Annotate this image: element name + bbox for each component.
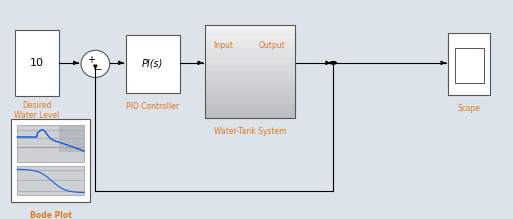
Text: 10: 10 — [30, 58, 44, 68]
Bar — [205, 25, 295, 118]
Bar — [17, 125, 84, 162]
Bar — [17, 166, 84, 195]
Text: Desired
Water Level: Desired Water Level — [14, 101, 60, 120]
Text: Input: Input — [213, 41, 233, 49]
Bar — [205, 43, 295, 48]
Bar — [205, 104, 295, 108]
Bar — [205, 34, 295, 39]
Bar — [205, 57, 295, 62]
Ellipse shape — [81, 50, 110, 78]
Bar — [205, 29, 295, 34]
Bar — [205, 85, 295, 90]
Bar — [205, 80, 295, 85]
Bar — [205, 94, 295, 99]
Bar — [455, 48, 484, 83]
Bar — [15, 30, 58, 96]
Bar — [205, 76, 295, 80]
Bar — [205, 53, 295, 57]
Bar — [205, 99, 295, 104]
Text: PID Controller: PID Controller — [126, 102, 180, 111]
Bar — [126, 35, 180, 93]
Text: −: − — [94, 65, 101, 74]
Bar — [11, 119, 90, 202]
Text: Output: Output — [259, 41, 286, 49]
Text: Scope: Scope — [458, 104, 481, 113]
Bar — [205, 71, 295, 76]
Circle shape — [330, 62, 337, 64]
Text: Bode Plot: Bode Plot — [30, 211, 71, 219]
Bar — [205, 108, 295, 113]
Bar — [205, 39, 295, 43]
Bar — [205, 48, 295, 53]
Bar — [205, 90, 295, 94]
Text: +: + — [87, 55, 95, 65]
Bar — [205, 113, 295, 118]
Text: PI(s): PI(s) — [142, 59, 164, 69]
Bar — [448, 33, 490, 95]
Bar — [58, 126, 84, 152]
Bar — [205, 62, 295, 67]
Text: Water-Tank System: Water-Tank System — [214, 127, 286, 136]
Bar — [205, 67, 295, 71]
Bar — [205, 25, 295, 29]
